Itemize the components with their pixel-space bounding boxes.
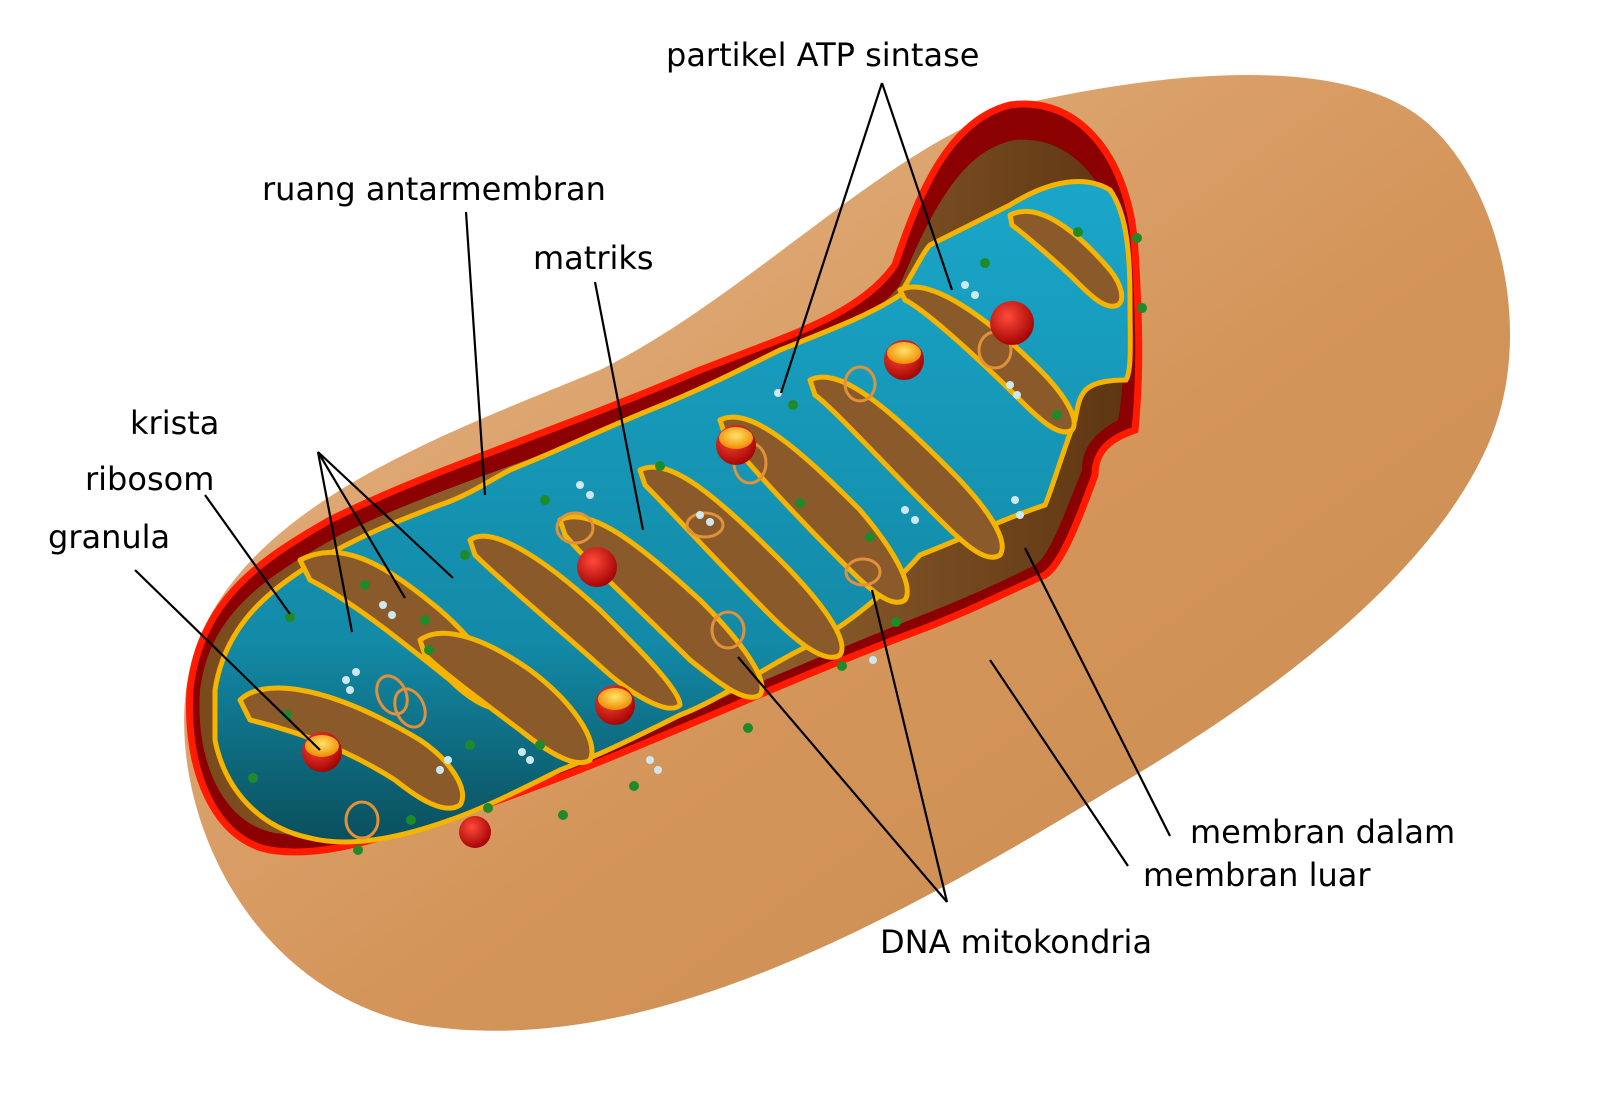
- leader-cristae-a: [316, 451, 354, 633]
- label-atp-synthase: partikel ATP sintase: [666, 36, 979, 74]
- label-granule: granula: [48, 518, 170, 556]
- leader-ribosome: [204, 494, 291, 615]
- ribosome-marker: [285, 612, 295, 622]
- granules: [302, 301, 1034, 848]
- leader-intermembrane: [464, 211, 487, 496]
- leader-dna-b: [870, 589, 949, 903]
- leader-cristae-c: [317, 451, 454, 579]
- leader-granule: [134, 569, 321, 751]
- leader-dna-a: [737, 656, 948, 903]
- cristae: [237, 208, 1125, 811]
- leader-matrix: [593, 281, 645, 531]
- label-matrix: matriks: [533, 239, 654, 277]
- leader-lines: [134, 82, 1171, 903]
- leader-cristae-b: [317, 451, 406, 599]
- label-cristae: krista: [130, 404, 219, 442]
- label-mtdna: DNA mitokondria: [880, 923, 1152, 961]
- ribosomes: [248, 227, 1147, 855]
- leader-inner: [1024, 547, 1171, 837]
- atp-synthase-particles: [342, 281, 1024, 774]
- leader-atp-a: [779, 82, 884, 394]
- leader-outer: [989, 659, 1129, 867]
- leader-atp-b: [880, 82, 954, 291]
- label-outer-membrane: membran luar: [1143, 856, 1371, 894]
- label-intermembrane-space: ruang antarmembran: [262, 170, 606, 208]
- label-inner-membrane: membran dalam: [1190, 813, 1455, 851]
- label-ribosome: ribosom: [85, 460, 214, 498]
